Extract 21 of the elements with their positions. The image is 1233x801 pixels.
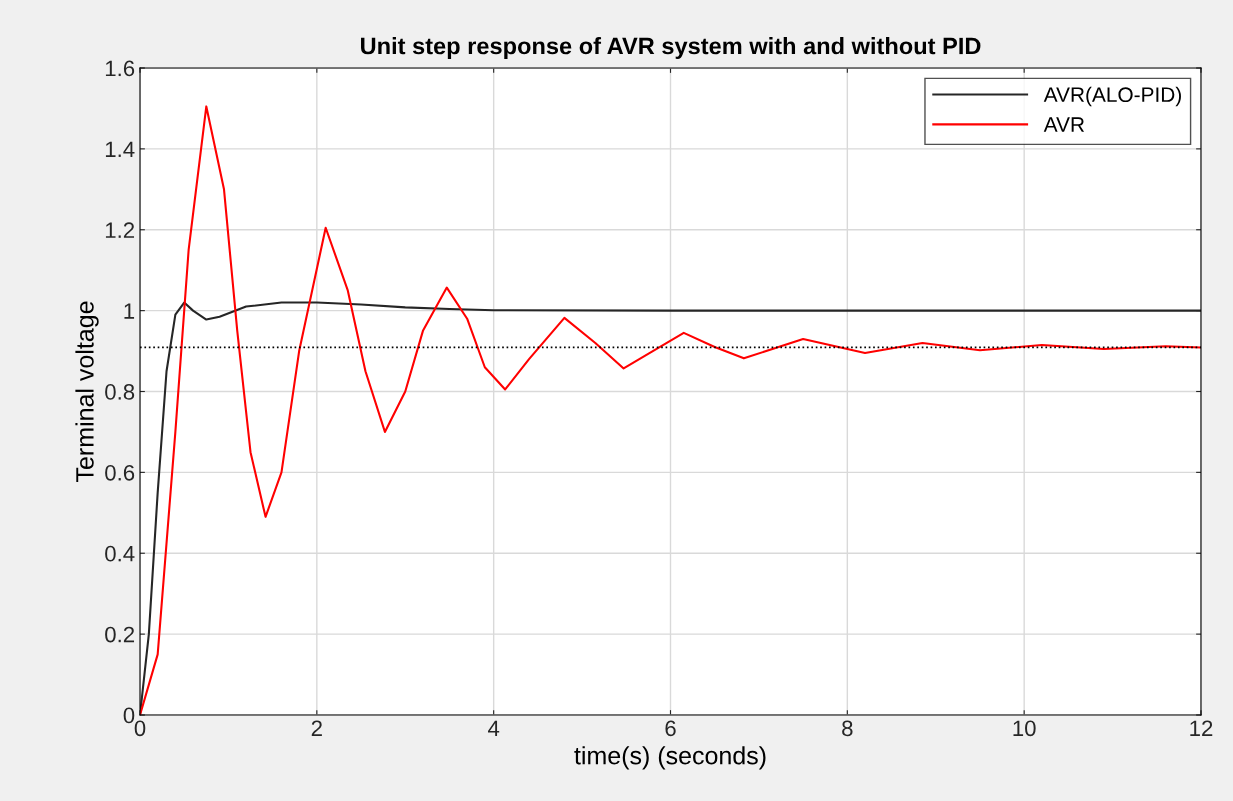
y-tick-label: 1 bbox=[124, 303, 135, 319]
y-tick-label: 1.2 bbox=[105, 222, 135, 238]
x-tick-label: 10 bbox=[1013, 720, 1036, 737]
y-tick-label: 0.8 bbox=[105, 384, 135, 400]
x-axis-title: time(s) (seconds) bbox=[574, 746, 766, 770]
chart-title: Unit step response of AVR system with and without PID bbox=[361, 37, 981, 60]
x-tick-label: 0 bbox=[134, 720, 146, 737]
y-tick-label: 0.4 bbox=[105, 545, 135, 562]
y-tick-label: 1.4 bbox=[105, 141, 135, 157]
x-tick-label: 8 bbox=[842, 720, 853, 737]
x-tick-label: 2 bbox=[311, 720, 322, 736]
y-tick-label: 0.6 bbox=[105, 464, 135, 481]
x-tick-label: 6 bbox=[665, 720, 676, 737]
x-tick-label: 4 bbox=[488, 720, 500, 736]
y-tick-label: 0 bbox=[123, 707, 135, 724]
y-axis-title: Terminal voltage bbox=[75, 301, 99, 482]
y-tick-label: 0.2 bbox=[105, 626, 135, 643]
y-tick-label: 1.6 bbox=[105, 60, 135, 77]
legend-label: AVR bbox=[1043, 117, 1085, 132]
legend-label: AVR(ALO-PID) bbox=[1043, 86, 1181, 107]
x-tick-label: 12 bbox=[1190, 720, 1213, 736]
